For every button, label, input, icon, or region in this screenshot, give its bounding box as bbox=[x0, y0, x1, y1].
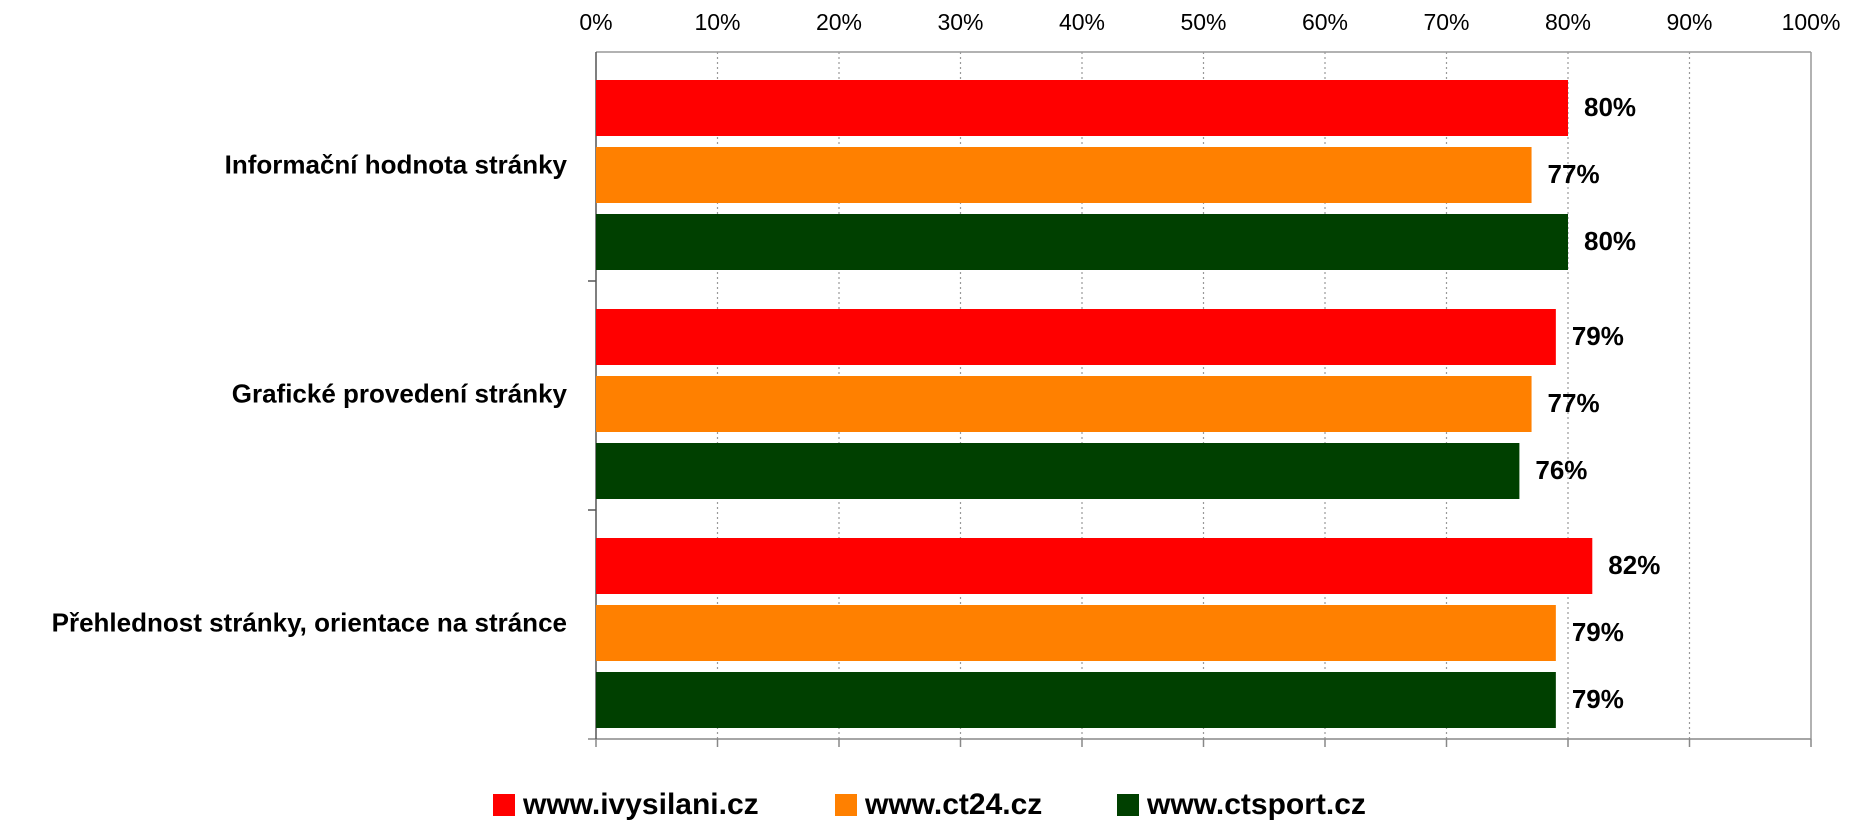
x-tick-label: 40% bbox=[1059, 9, 1105, 35]
x-tick-label: 80% bbox=[1545, 9, 1591, 35]
value-label: 79% bbox=[1572, 321, 1624, 351]
x-tick-label: 50% bbox=[1180, 9, 1226, 35]
bar bbox=[596, 443, 1520, 499]
value-label: 82% bbox=[1608, 550, 1660, 580]
legend-swatch bbox=[1117, 794, 1139, 816]
x-tick-label: 20% bbox=[816, 9, 862, 35]
value-label: 77% bbox=[1548, 388, 1600, 418]
legend-swatch bbox=[835, 794, 857, 816]
value-label: 80% bbox=[1584, 92, 1636, 122]
bar bbox=[596, 309, 1556, 365]
bar bbox=[596, 214, 1568, 270]
legend-swatch bbox=[493, 794, 515, 816]
bar bbox=[596, 672, 1556, 728]
bar bbox=[596, 538, 1593, 594]
x-tick-label: 70% bbox=[1423, 9, 1469, 35]
x-tick-label: 0% bbox=[579, 9, 612, 35]
value-label: 79% bbox=[1572, 617, 1624, 647]
legend-label: www.ctsport.cz bbox=[1146, 788, 1366, 821]
bar bbox=[596, 80, 1568, 136]
value-label: 77% bbox=[1548, 159, 1600, 189]
x-tick-label: 10% bbox=[694, 9, 740, 35]
bar bbox=[596, 605, 1556, 661]
category-label: Informační hodnota stránky bbox=[225, 149, 568, 179]
value-label: 76% bbox=[1535, 455, 1587, 485]
value-label: 80% bbox=[1584, 226, 1636, 256]
legend-label: www.ct24.cz bbox=[864, 788, 1042, 821]
category-label: Grafické provedení stránky bbox=[232, 378, 568, 408]
bar bbox=[596, 376, 1532, 432]
legend-label: www.ivysilani.cz bbox=[522, 788, 759, 821]
category-label: Přehlednost stránky, orientace na stránc… bbox=[52, 607, 567, 637]
x-tick-label: 60% bbox=[1302, 9, 1348, 35]
x-tick-label: 100% bbox=[1782, 9, 1841, 35]
x-tick-label: 90% bbox=[1666, 9, 1712, 35]
x-tick-label: 30% bbox=[937, 9, 983, 35]
value-label: 79% bbox=[1572, 684, 1624, 714]
bar bbox=[596, 147, 1532, 203]
